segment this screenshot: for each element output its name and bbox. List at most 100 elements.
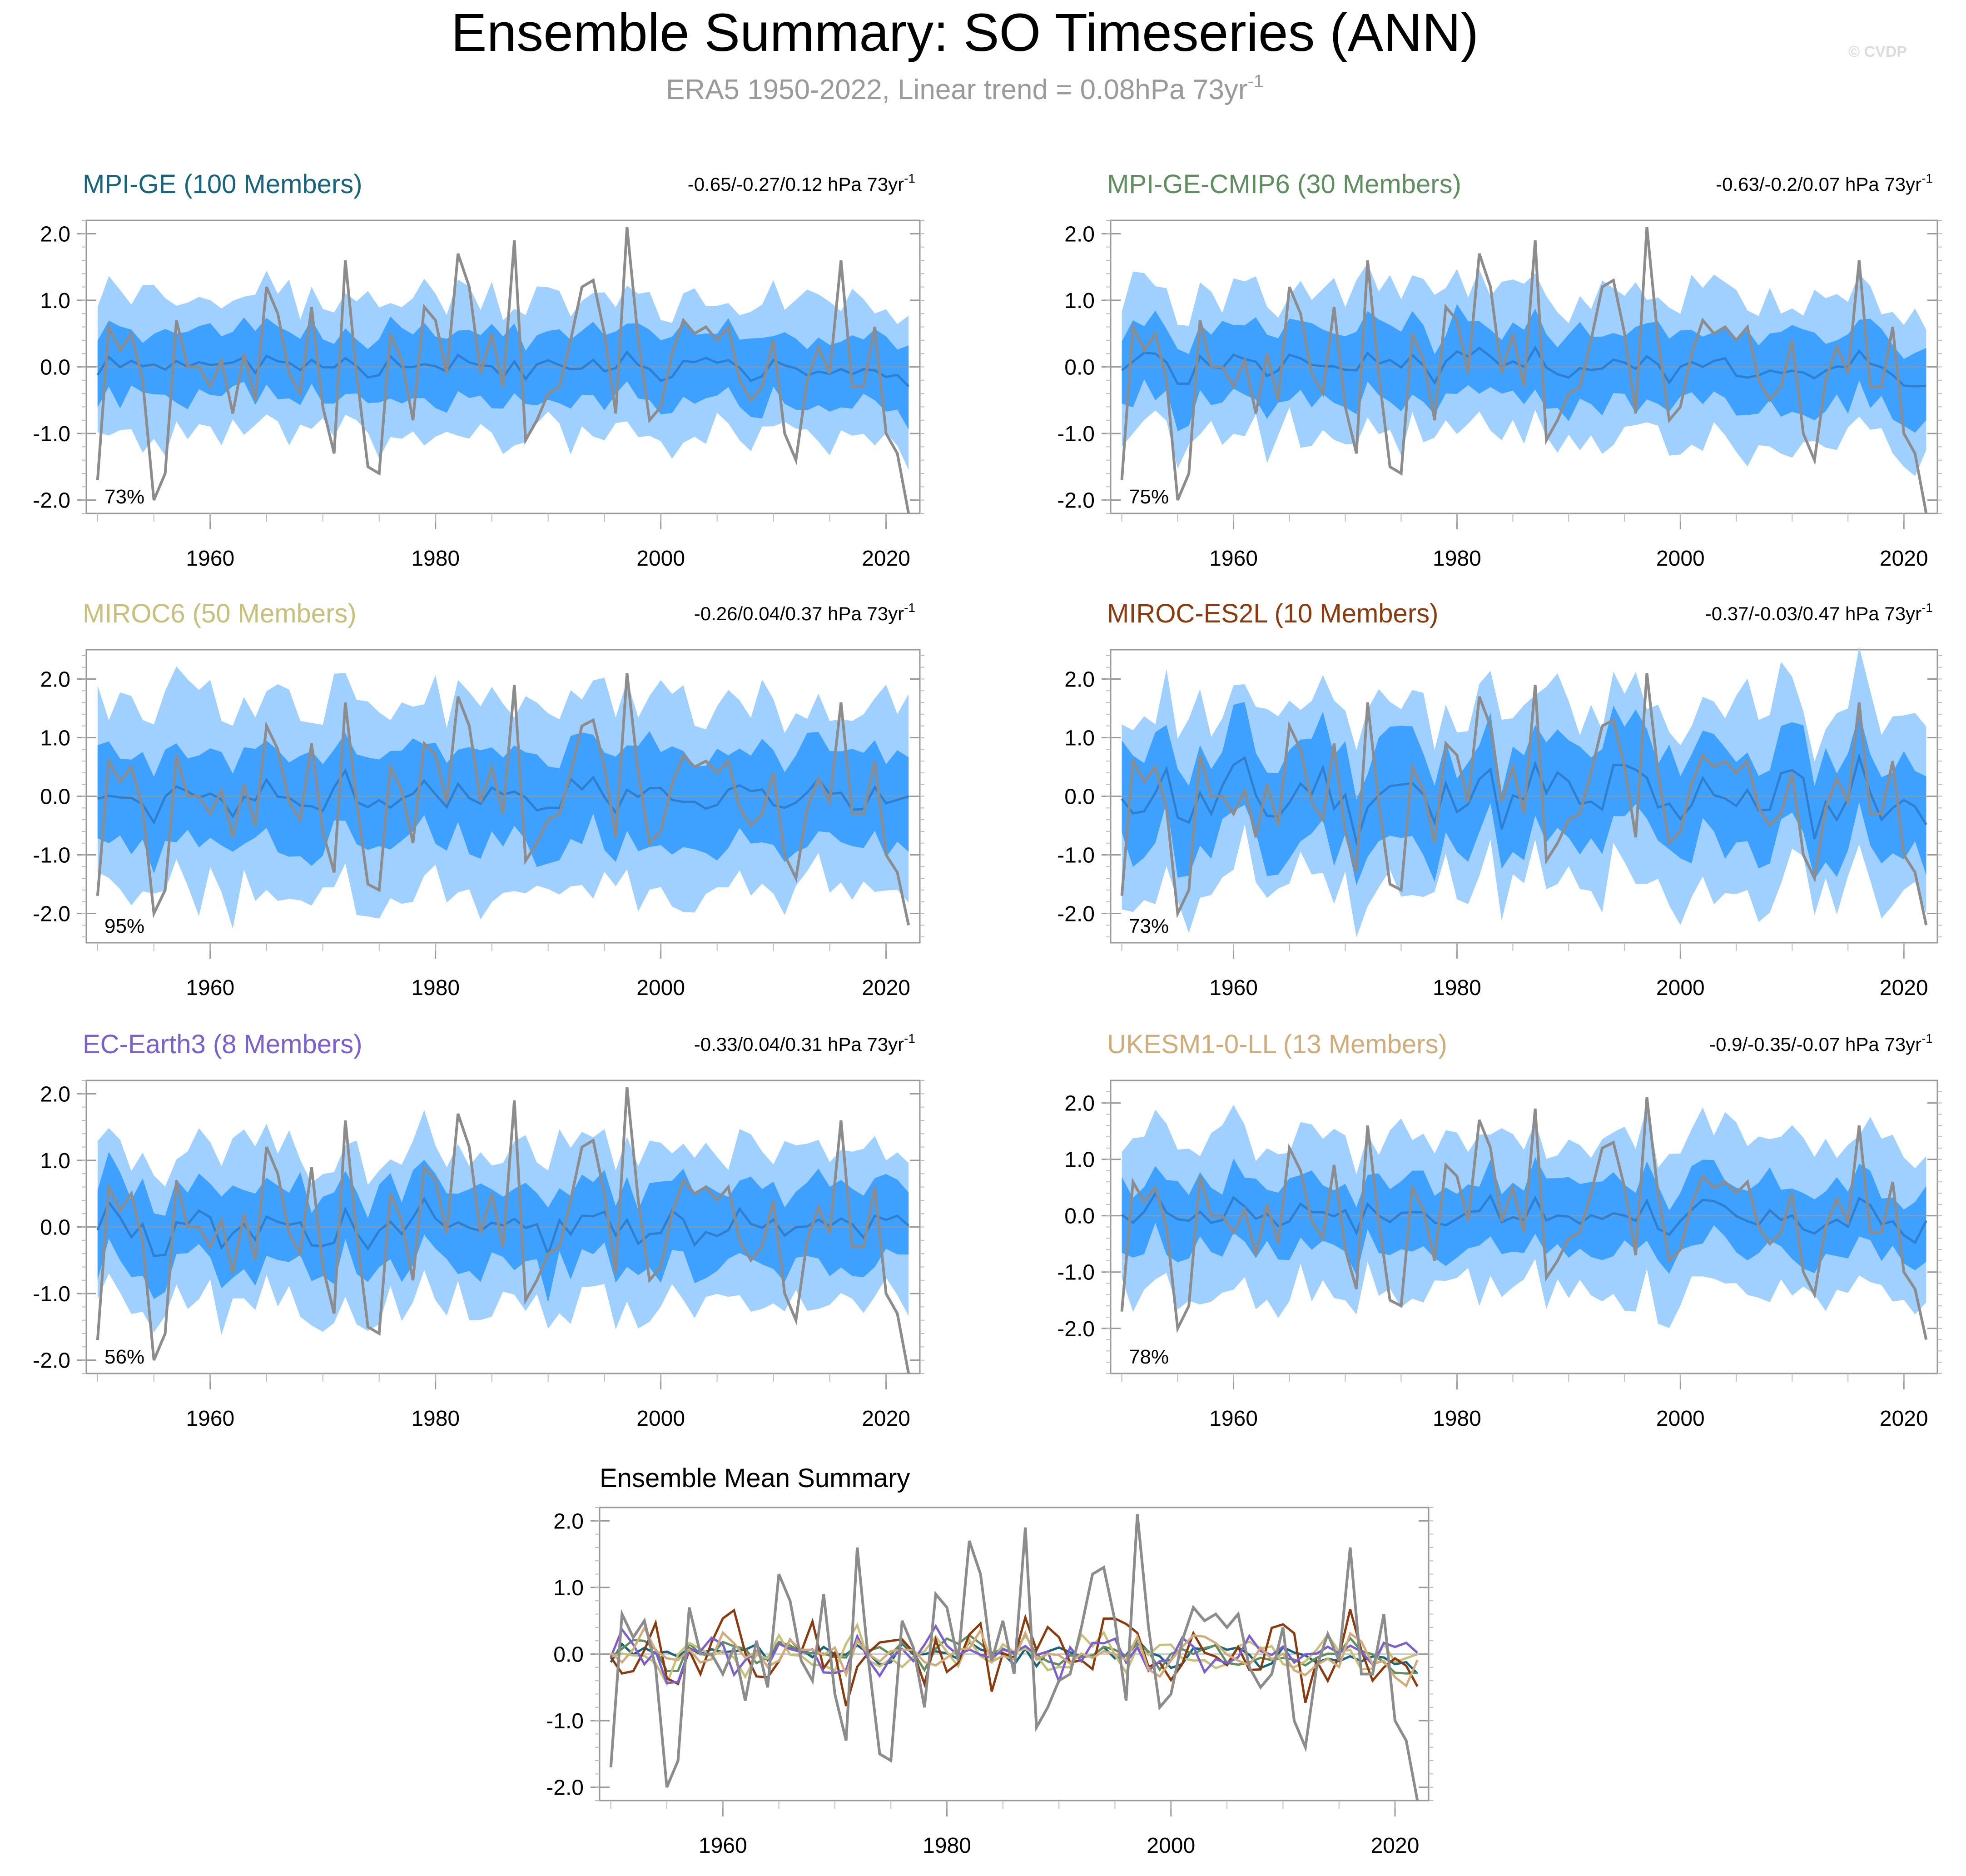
y-tick-label: 0.0 xyxy=(40,1216,70,1240)
y-tick-label: 2.0 xyxy=(40,222,70,246)
x-tick-label: 1960 xyxy=(186,1407,234,1431)
panel-miroc6: MIROC6 (50 Members) -0.26/0.04/0.37 hPa 7… xyxy=(33,599,924,1000)
y-tick-label: 1.0 xyxy=(40,289,70,313)
y-tick-label: -2.0 xyxy=(1057,489,1095,513)
panel-ec-earth3: EC-Earth3 (8 Members) -0.33/0.04/0.31 hPa… xyxy=(33,1030,924,1431)
y-tick-label: 0.0 xyxy=(40,356,70,380)
inner-spread-band xyxy=(1122,702,1926,886)
observed-line xyxy=(1120,673,1928,926)
x-tick-label: 2020 xyxy=(862,976,910,1000)
y-tick-label: 0.0 xyxy=(1064,356,1095,380)
figure-title: Ensemble Summary: SO Timeseries (ANN) xyxy=(451,3,1479,63)
y-tick-label: 0.0 xyxy=(1064,1204,1095,1229)
y-tick-label: -1.0 xyxy=(1057,422,1095,446)
x-tick-label: 2000 xyxy=(1656,1407,1705,1431)
observed-line xyxy=(96,227,910,514)
percent-label: 95% xyxy=(104,915,144,937)
y-tick-label: 0.0 xyxy=(1064,785,1095,809)
y-tick-label: -1.0 xyxy=(33,422,70,446)
observed-line xyxy=(96,673,910,926)
x-tick-label: 1980 xyxy=(411,547,460,571)
y-tick-label: 2.0 xyxy=(40,668,70,692)
ensemble-mean-line xyxy=(97,768,909,825)
x-tick-label: 1980 xyxy=(1433,1407,1481,1431)
x-tick-label: 1960 xyxy=(186,547,234,571)
summary-line-ec-earth3 xyxy=(610,1624,1418,1685)
figure-subtitle-sup: -1 xyxy=(1247,71,1264,91)
x-tick-label: 1960 xyxy=(699,1834,747,1858)
trend-label: -0.37/-0.03/0.47 hPa 73yr-1 xyxy=(1705,601,1933,624)
panels: MPI-GE (100 Members) -0.65/-0.27/0.12 hPa… xyxy=(33,169,1942,1858)
y-tick-label: 2.0 xyxy=(1064,1092,1095,1116)
observed-line xyxy=(1120,227,1928,514)
trend-label: -0.63/-0.2/0.07 hPa 73yr-1 xyxy=(1716,171,1933,195)
x-tick-label: 2000 xyxy=(636,547,685,571)
watermark: © CVDP xyxy=(1848,43,1907,60)
percent-label: 56% xyxy=(104,1346,144,1368)
y-tick-label: -1.0 xyxy=(1057,1261,1095,1285)
inner-spread-band xyxy=(1122,1157,1926,1276)
panel-miroc-es2l: MIROC-ES2L (10 Members) -0.37/-0.03/0.47 … xyxy=(1057,599,1942,1000)
panel-ukesm1-0-ll: UKESM1-0-LL (13 Members) -0.9/-0.35/-0.07… xyxy=(1057,1030,1942,1431)
percent-label: 78% xyxy=(1129,1346,1169,1368)
y-tick-label: -2.0 xyxy=(33,489,70,513)
percent-label: 73% xyxy=(104,486,144,508)
panel-title: Ensemble Mean Summary xyxy=(600,1463,910,1493)
y-tick-label: -1.0 xyxy=(546,1709,584,1733)
x-tick-label: 2020 xyxy=(862,1407,910,1431)
y-tick-label: 1.0 xyxy=(553,1576,584,1600)
panel-title: MIROC6 (50 Members) xyxy=(83,599,357,628)
figure-subtitle: ERA5 1950-2022, Linear trend = 0.08hPa 7… xyxy=(666,71,1264,105)
trend-label: -0.26/0.04/0.37 hPa 73yr-1 xyxy=(694,601,915,624)
x-tick-label: 1980 xyxy=(1433,976,1481,1000)
x-tick-label: 1980 xyxy=(923,1834,971,1858)
panel-title: MPI-GE (100 Members) xyxy=(83,169,362,199)
y-tick-label: 0.0 xyxy=(553,1643,584,1667)
y-tick-label: -1.0 xyxy=(33,1282,70,1306)
x-tick-label: 2000 xyxy=(636,976,685,1000)
trend-label: -0.33/0.04/0.31 hPa 73yr-1 xyxy=(694,1031,915,1055)
x-tick-label: 1960 xyxy=(1209,976,1258,1000)
ensemble-mean-line xyxy=(96,1197,909,1258)
y-tick-label: 2.0 xyxy=(553,1509,584,1533)
y-tick-label: -2.0 xyxy=(33,1349,70,1373)
percent-label: 75% xyxy=(1129,486,1169,508)
x-tick-label: 1960 xyxy=(1209,1407,1258,1431)
x-tick-label: 2020 xyxy=(862,547,910,571)
trend-label: -0.9/-0.35/-0.07 hPa 73yr-1 xyxy=(1709,1031,1933,1055)
panel-title: MIROC-ES2L (10 Members) xyxy=(1107,599,1438,628)
x-tick-label: 2020 xyxy=(1880,1407,1928,1431)
observed-line xyxy=(96,1087,910,1374)
panel-mpi-ge-cmip6: MPI-GE-CMIP6 (30 Members) -0.63/-0.2/0.07… xyxy=(1057,169,1942,571)
panel-mpi-ge: MPI-GE (100 Members) -0.65/-0.27/0.12 hPa… xyxy=(33,169,924,571)
x-tick-label: 2020 xyxy=(1371,1834,1420,1858)
y-tick-label: -1.0 xyxy=(1057,844,1095,868)
x-tick-label: 1960 xyxy=(1209,547,1258,571)
x-tick-label: 2000 xyxy=(1656,547,1705,571)
y-tick-label: 1.0 xyxy=(1064,1148,1095,1172)
percent-label: 73% xyxy=(1129,915,1169,937)
y-tick-label: 1.0 xyxy=(40,1149,70,1173)
panel-title: EC-Earth3 (8 Members) xyxy=(83,1030,362,1059)
x-tick-label: 1980 xyxy=(411,1407,460,1431)
y-tick-label: 1.0 xyxy=(40,727,70,751)
y-tick-label: -2.0 xyxy=(546,1776,584,1800)
figure-subtitle-text: ERA5 1950-2022, Linear trend = 0.08hPa 7… xyxy=(666,74,1248,105)
x-tick-label: 2000 xyxy=(1656,976,1705,1000)
x-tick-label: 2020 xyxy=(1880,547,1928,571)
y-tick-label: 2.0 xyxy=(1064,222,1095,246)
panel-ensemble-mean-summary: Ensemble Mean Summary 2.0 1.0 0.0 -1.0 -2.0 19… xyxy=(546,1463,1433,1858)
y-tick-label: -2.0 xyxy=(33,902,70,926)
trend-label: -0.65/-0.27/0.12 hPa 73yr-1 xyxy=(688,171,915,195)
y-tick-label: 1.0 xyxy=(1064,727,1095,751)
y-tick-label: 0.0 xyxy=(40,785,70,809)
x-tick-label: 2000 xyxy=(1147,1834,1195,1858)
ensemble-mean-line xyxy=(1121,345,1926,388)
x-tick-label: 1980 xyxy=(1433,547,1481,571)
y-tick-label: 2.0 xyxy=(40,1082,70,1106)
y-tick-label: -2.0 xyxy=(1057,1317,1095,1341)
y-tick-label: 2.0 xyxy=(1064,668,1095,692)
x-tick-label: 1960 xyxy=(186,976,234,1000)
x-tick-label: 2020 xyxy=(1880,976,1928,1000)
